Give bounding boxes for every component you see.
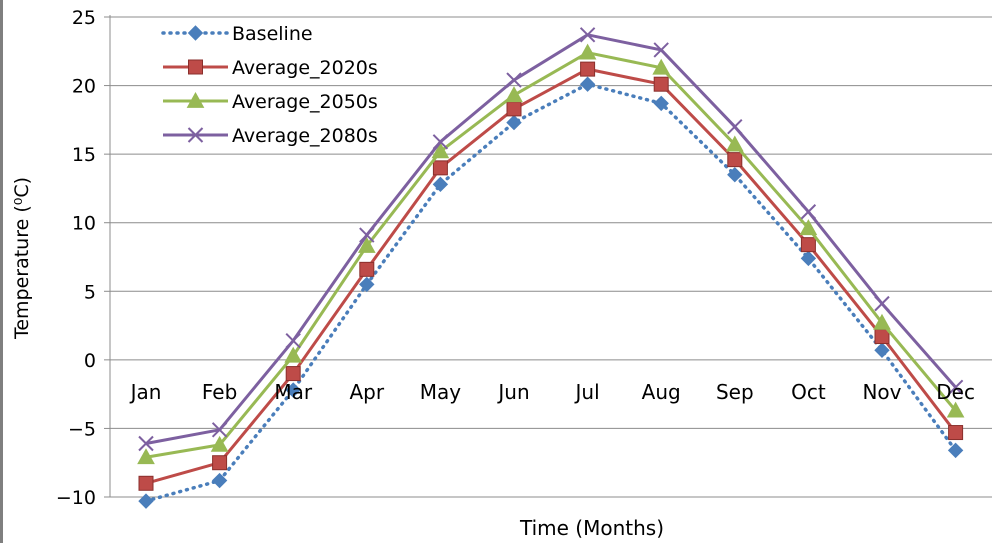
series-line [145,67,957,485]
data-point [359,227,375,243]
data-point [578,43,597,60]
data-point [579,76,596,92]
legend-marker [187,25,204,41]
legend-label: Average_2080s [232,125,378,147]
data-point [947,442,964,459]
data-point [432,160,448,176]
data-point [653,42,669,58]
x-tick-label: Apr [349,380,384,404]
x-axis-label: Time (Months) [519,516,664,540]
data-point [800,237,816,253]
legend-marker [188,59,203,75]
data-point [652,58,671,75]
data-point [138,435,154,452]
data-point [874,342,890,358]
data-point [579,27,596,43]
x-tick-label: Jan [129,380,162,404]
y-tick-label: 10 [72,213,96,235]
x-tick-label: Aug [642,380,681,404]
data-point [727,119,743,135]
legend-item: Average_2050s [163,91,378,113]
data-point [800,250,817,267]
x-tick-label: Mar [274,380,313,404]
data-point [284,346,303,363]
legend-item: Average_2080s [163,125,378,147]
data-point [874,329,890,345]
data-point [432,176,449,193]
data-point [210,435,229,452]
data-point [653,95,669,112]
data-point [946,401,965,418]
data-point [727,152,743,168]
legend-item: Average_2020s [163,57,378,79]
series-average-2050s [137,43,965,465]
data-point [137,448,155,465]
data-point [506,114,522,131]
legend-marker [186,91,205,108]
data-point [727,167,743,183]
data-point [506,72,522,88]
data-point [285,382,301,398]
x-tick-label: Jun [496,380,529,404]
y-tick-label: 15 [72,144,96,166]
data-point [359,276,375,293]
y-axis-label: Temperature (⁰C) [11,177,33,340]
data-point [947,379,964,395]
x-tick-label: Nov [862,380,901,404]
data-point [505,86,523,103]
x-tick-label: May [420,380,462,404]
data-point [285,332,301,349]
data-point [211,422,228,438]
series-line [145,33,957,445]
x-tick-label: Oct [791,380,826,404]
data-point [211,472,228,489]
series-line [145,51,957,459]
y-tick-label: 25 [72,7,96,29]
data-point [431,142,450,159]
legend-label: Baseline [232,23,313,45]
data-point [359,261,375,277]
y-tick-label: 0 [84,350,96,372]
x-tick-label: Feb [202,380,237,404]
data-point [580,61,596,77]
series-average-2020s [138,61,964,491]
series-baseline [138,76,964,509]
data-point [725,135,744,152]
data-point [873,313,891,330]
legend: Baseline Average_2020s Average_2050s Averag… [161,23,378,147]
data-point [799,219,818,236]
data-point [357,236,376,253]
y-tick-label: 20 [72,76,96,98]
data-point [212,455,228,471]
legend-item: Baseline [161,23,313,45]
y-tick-label: −5 [68,418,96,440]
data-point [138,475,154,491]
y-tick-label: 5 [84,281,96,303]
series-line [144,82,958,503]
data-point [800,204,817,220]
frame-border [0,0,3,543]
x-tick-label: Sep [716,380,754,404]
data-point [432,134,449,150]
x-tick-label: Dec [936,380,975,404]
data-point [874,295,890,312]
data-point [138,493,154,509]
legend-label: Average_2050s [232,91,378,113]
series-average-2080s [138,27,964,452]
data-point [948,425,964,441]
data-point [285,366,301,382]
y-tick-label: −10 [56,487,96,509]
data-point [506,101,522,117]
data-point [653,76,669,92]
legend-marker [187,127,204,143]
x-tick-label: Jul [574,380,600,404]
legend-label: Average_2020s [232,57,378,79]
